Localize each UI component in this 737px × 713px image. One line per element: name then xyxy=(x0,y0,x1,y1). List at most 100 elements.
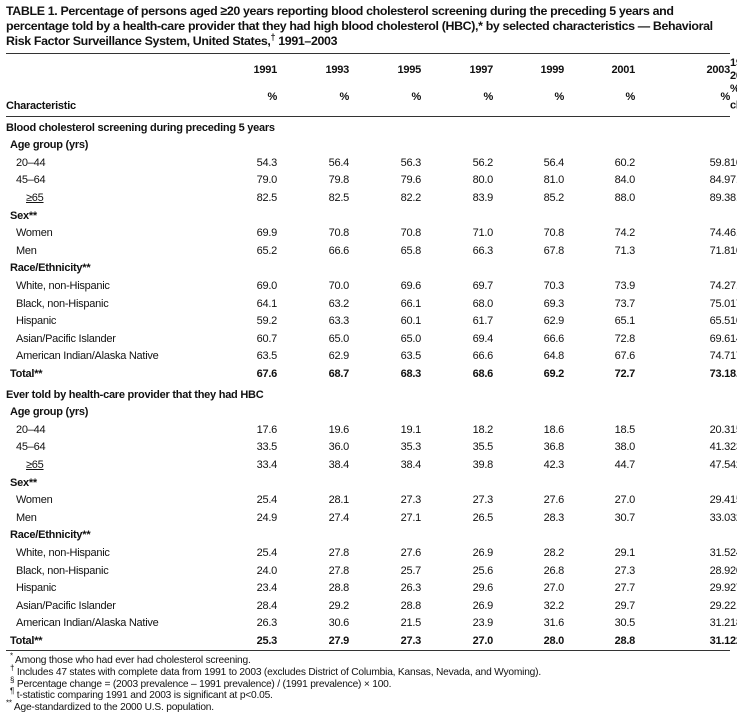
value-cell: 19.6 xyxy=(328,423,350,436)
value-cell: 29.6 xyxy=(472,582,494,595)
group-heading: Age group (yrs) xyxy=(10,406,89,419)
table-row: Asian/Pacific Islander 60.7 65.0 65.0 69.4 66… xyxy=(6,331,737,349)
row-label: American Indian/Alaska Native xyxy=(16,350,159,363)
value-cell: 61.7 xyxy=(472,315,494,328)
value-cell: 30.5 xyxy=(614,617,636,630)
header-unit: % xyxy=(635,83,730,117)
value-cell: 29.7 xyxy=(614,599,636,612)
header-year: 1999 xyxy=(493,53,564,83)
value-cell: 27.1 xyxy=(400,511,422,524)
table-row: Black, non-Hispanic 64.1 63.2 66.1 68.0 69.3 7… xyxy=(6,296,737,314)
value-cell: 79.8 xyxy=(328,174,350,187)
value-cell: 36.0 xyxy=(328,441,350,454)
value-cell: 69.3 xyxy=(543,297,565,310)
value-cell: 27.7 xyxy=(614,582,636,595)
value-cell: 17.6 xyxy=(256,423,278,436)
value-cell: 31.6 xyxy=(543,617,565,630)
value-cell: 56.2 xyxy=(472,156,494,169)
row-label: 45–64 xyxy=(16,441,46,454)
value-cell: 21.5 xyxy=(400,617,422,630)
value-cell: 84.0 xyxy=(614,174,636,187)
value-cell: 70.3 xyxy=(543,280,565,292)
group-heading: Race/Ethnicity** xyxy=(10,262,91,275)
value-cell: 85.2 xyxy=(543,192,565,205)
value-cell: 28.8 xyxy=(564,632,635,652)
value-cell: 74.7 xyxy=(709,350,731,363)
value-cell: 26.8 xyxy=(543,564,565,577)
value-cell: 65.5 xyxy=(709,315,731,328)
value-cell: 56.4 xyxy=(543,156,565,169)
table-row: Hispanic59.263.360.161.762.965.165.510.6… xyxy=(6,313,737,331)
footnote: ** Age-standardized to the 2000 U.S. pop… xyxy=(6,698,214,713)
value-cell: 60.2 xyxy=(614,156,636,169)
value-cell: 27.8 xyxy=(328,546,350,559)
value-cell: 60.7 xyxy=(256,332,278,345)
value-cell: 26.3 xyxy=(400,582,422,595)
row-label: ≥65 xyxy=(26,458,44,471)
value-cell: 28.8 xyxy=(400,599,422,612)
value-cell: 30.6 xyxy=(328,617,350,630)
value-cell: 20.3 xyxy=(709,423,731,436)
value-cell: 62.9 xyxy=(328,350,350,363)
header-year: 1997 xyxy=(421,53,493,83)
value-cell: 24.0 xyxy=(256,564,278,577)
value-cell: 28.4 xyxy=(256,599,278,612)
value-cell: 27.3 xyxy=(614,564,636,577)
value-cell: 80.0 xyxy=(472,174,494,187)
table-row: White, non-Hispanic 25.4 27.8 27.6 26.9 28.2 2… xyxy=(6,545,737,563)
value-cell: 67.6 xyxy=(614,350,636,363)
value-cell: 60.1 xyxy=(400,315,422,328)
value-cell: 29.1 xyxy=(614,546,636,559)
value-cell: 28.1 xyxy=(328,494,350,507)
footnotes: * Among those who had ever had cholester… xyxy=(6,653,731,713)
value-cell: 27.0 xyxy=(421,632,493,652)
value-cell: 26.9 xyxy=(472,599,494,612)
header-unit: % xyxy=(205,83,277,117)
value-cell: 63.5 xyxy=(256,350,278,363)
value-cell: 68.7 xyxy=(328,367,350,380)
value-cell: 27.0 xyxy=(543,582,565,595)
header-unit: % xyxy=(349,83,421,117)
value-cell: 65.0 xyxy=(328,332,350,345)
value-cell: 70.8 xyxy=(400,227,422,240)
table-row: Asian/Pacific Islander 28.4 29.2 28.8 26.9 32… xyxy=(6,598,737,616)
value-cell: 28.2 xyxy=(543,546,565,559)
value-cell: 56.3 xyxy=(400,156,422,169)
value-cell: 31.1 xyxy=(635,632,730,652)
value-cell: 70.0 xyxy=(328,280,350,292)
value-cell: 71.0 xyxy=(472,227,494,240)
value-cell: 18.5 xyxy=(614,423,636,436)
value-cell: 71.3 xyxy=(614,244,636,257)
value-cell: 82.5 xyxy=(256,192,278,205)
value-cell: 89.3 xyxy=(709,192,731,205)
value-cell: 67.8 xyxy=(543,244,565,257)
value-cell: 39.8 xyxy=(472,458,494,471)
value-cell: 74.2 xyxy=(709,280,731,292)
row-label: 20–44 xyxy=(16,156,46,169)
row-label: Women xyxy=(16,494,53,507)
value-cell: 84.9 xyxy=(709,174,731,187)
value-cell: 70.8 xyxy=(328,227,350,240)
value-cell: 23.9 xyxy=(472,617,494,630)
value-cell: 59.2 xyxy=(256,315,278,328)
value-cell: 28.0 xyxy=(493,632,564,652)
value-cell: 27.6 xyxy=(543,494,565,507)
value-cell: 82.5 xyxy=(328,192,350,205)
value-cell: 44.7 xyxy=(614,458,636,471)
group-heading: Sex** xyxy=(10,476,37,489)
value-cell: 27.9 xyxy=(277,632,349,652)
value-cell: 65.0 xyxy=(400,332,422,345)
value-cell: 33.4 xyxy=(256,458,278,471)
total-row: Total**25.327.927.327.028.028.831.122.9¶ xyxy=(6,632,737,652)
value-cell: 69.9 xyxy=(256,227,278,240)
value-cell: 29.9 xyxy=(709,582,731,595)
value-cell: 65.1 xyxy=(614,315,636,328)
value-cell: 28.8 xyxy=(328,582,350,595)
value-cell: 73.1 xyxy=(709,367,731,380)
header-year: 1991 xyxy=(205,53,277,83)
